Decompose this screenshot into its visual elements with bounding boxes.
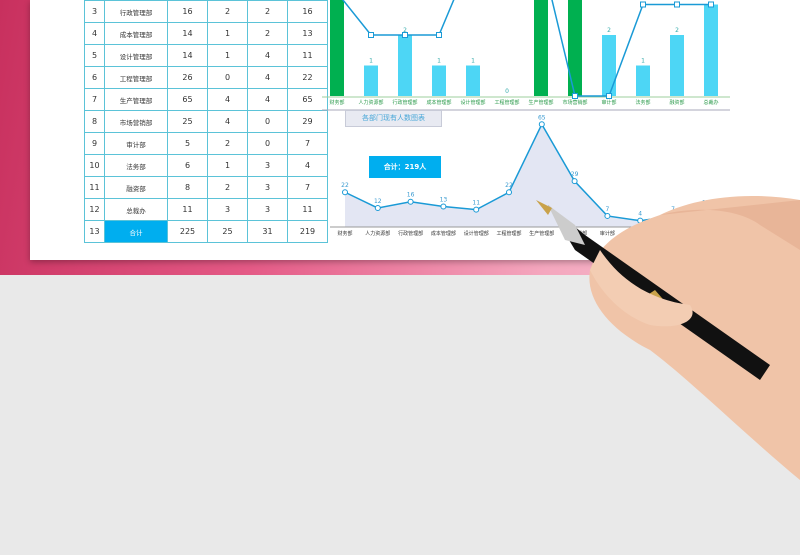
- bar: [398, 35, 412, 96]
- table-row: 10 法务部 6 1 3 4: [84, 154, 328, 177]
- bar-label: 2: [607, 27, 611, 34]
- bar: [432, 65, 446, 96]
- bar: [534, 0, 548, 96]
- department-table: 3 行政管理部 16 2 2 16 4 成本管理部 14 1 2 13 5 设计管理部 14 1 4 11 6 工程管…: [84, 0, 328, 243]
- bar-label: 2: [403, 27, 407, 34]
- bar-label: 2: [675, 27, 679, 34]
- bar: [330, 0, 344, 96]
- data-label: 65: [538, 114, 546, 121]
- area-fill: [345, 124, 706, 227]
- x-tick-label: 工程管理部: [496, 230, 521, 237]
- x-tick-label: 总裁办: [703, 99, 718, 106]
- bar: [466, 65, 480, 96]
- cell-c4[interactable]: 219: [287, 220, 328, 243]
- x-tick-label: 融资部: [669, 99, 684, 106]
- bar: [636, 65, 650, 96]
- table-row: 7 生产管理部 65 4 4 65: [84, 88, 328, 111]
- x-tick-label: 法务部: [635, 99, 650, 106]
- data-label: 12: [374, 198, 382, 205]
- x-tick-label: 审计部: [600, 230, 615, 237]
- data-label: 7: [605, 206, 609, 213]
- line-series: [344, 122, 706, 222]
- bar: [568, 0, 582, 96]
- data-label: 22: [505, 182, 513, 189]
- table-row: 12 总裁办 11 3 3 11: [84, 198, 328, 221]
- x-tick-label: 设计管理部: [460, 99, 485, 106]
- data-label: 29: [571, 171, 579, 178]
- data-label: 22: [341, 182, 349, 189]
- x-tick-label: 市场营销部: [562, 99, 587, 106]
- x-tick-label: 财务部: [337, 230, 352, 237]
- line-marker: [402, 32, 408, 38]
- line-marker: [708, 1, 714, 8]
- bar: [704, 4, 718, 96]
- bar: [602, 35, 616, 96]
- bar-label: 1: [369, 58, 373, 65]
- x-tick-label: 行政管理部: [398, 230, 423, 237]
- x-tick-label: 行政管理部: [392, 99, 417, 106]
- bar-label: 1: [437, 58, 441, 65]
- data-label: 13: [440, 196, 448, 203]
- table-row: 13 合计 225 25 31 219: [84, 220, 328, 243]
- x-tick-label: 设计管理部: [464, 230, 489, 237]
- x-tick-label: 人力资源部: [365, 230, 390, 237]
- bar: [670, 35, 684, 96]
- x-tick-label: 工程管理部: [494, 99, 519, 106]
- line-marker: [342, 189, 348, 196]
- chart-title: 各部门现有人数图表: [345, 110, 442, 127]
- cell-c4[interactable]: 4: [287, 154, 328, 177]
- bar: [364, 65, 378, 96]
- line-marker: [506, 189, 512, 196]
- line-marker: [571, 178, 578, 185]
- table-row: 11 融资部 8 2 3 7: [84, 176, 328, 199]
- x-tick-label: 成本管理部: [431, 230, 456, 237]
- x-tick-label: 生产管理部: [529, 230, 554, 237]
- data-label: 16: [407, 192, 415, 199]
- bar-label: 0: [505, 88, 509, 95]
- line-marker: [473, 206, 480, 213]
- line-marker: [604, 212, 611, 219]
- line-marker: [368, 32, 374, 38]
- line-marker: [572, 93, 578, 99]
- line-marker: [674, 1, 680, 8]
- line-marker: [436, 32, 442, 38]
- data-label: 4: [638, 211, 642, 218]
- x-tick-label: 人力资源部: [358, 99, 383, 106]
- line-series: [342, 0, 711, 97]
- data-label: 11: [472, 200, 480, 207]
- line-marker: [374, 205, 381, 212]
- line-marker: [407, 198, 414, 205]
- bar-label: 1: [641, 58, 645, 65]
- x-tick-label: 生产管理部: [528, 99, 553, 106]
- cell-department[interactable]: 合计: [104, 220, 168, 243]
- line-marker: [440, 203, 447, 210]
- bar-label: 1: [471, 58, 475, 65]
- line-marker: [606, 93, 612, 99]
- line-marker: [640, 1, 646, 8]
- x-tick-label: 审计部: [601, 99, 616, 106]
- total-annotation: 合计：219人: [369, 156, 441, 178]
- x-tick-label: 成本管理部: [426, 99, 451, 106]
- x-tick-label: 财务部: [329, 99, 344, 106]
- line-marker: [538, 121, 545, 128]
